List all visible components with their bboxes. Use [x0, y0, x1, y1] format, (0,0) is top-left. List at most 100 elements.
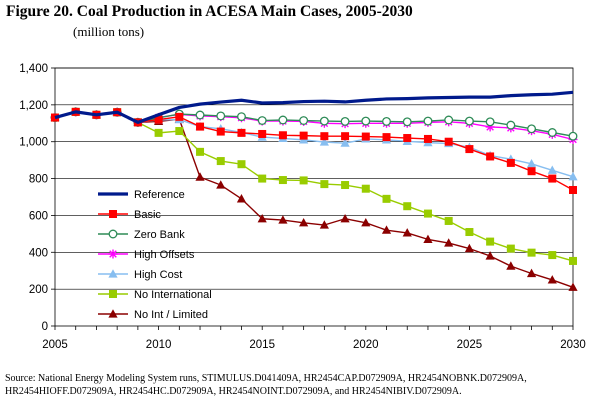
data-point [402, 228, 412, 237]
data-point [361, 132, 370, 141]
data-point [548, 251, 557, 260]
data-point [278, 215, 288, 224]
legend-marker [108, 249, 118, 259]
data-point [569, 256, 577, 265]
series-reference [54, 90, 574, 124]
data-point [340, 138, 350, 147]
data-point [278, 176, 287, 185]
series-zero-bank [50, 107, 578, 141]
data-point [175, 112, 184, 121]
data-point [547, 165, 557, 174]
source-note: Source: National Energy Modeling System … [5, 373, 527, 397]
data-point [506, 244, 515, 253]
legend-label: No International [134, 289, 212, 301]
data-point [444, 137, 453, 146]
data-point [278, 115, 288, 125]
y-tick-label: 1,000 [19, 137, 48, 149]
data-point [382, 133, 391, 142]
data-point [195, 110, 205, 120]
legend-item-basic: Basic [98, 209, 161, 221]
legend-item-reference: Reference [98, 189, 185, 201]
data-point [568, 171, 578, 181]
data-point [568, 282, 578, 291]
data-point [485, 117, 495, 127]
data-point [216, 157, 225, 166]
data-point [403, 202, 412, 211]
y-tick-label: 1,400 [19, 63, 48, 75]
data-point [299, 131, 308, 140]
series-line [54, 111, 574, 262]
data-point [444, 216, 453, 225]
plot-area-border [54, 67, 574, 327]
data-point [320, 180, 329, 189]
data-point [319, 137, 329, 146]
data-point [361, 218, 371, 227]
figure-subtitle: (million tons) [73, 24, 145, 39]
x-tick-label: 2030 [560, 339, 586, 351]
data-point [299, 218, 309, 227]
legend-item-no-international: No International [98, 289, 212, 301]
x-tick-label: 2025 [457, 339, 483, 351]
data-point [341, 132, 350, 141]
data-point [257, 116, 267, 125]
data-point [216, 180, 226, 189]
series-line [54, 111, 574, 288]
data-point [423, 134, 432, 143]
data-point [506, 261, 516, 270]
data-point [340, 116, 350, 126]
data-point [423, 234, 433, 243]
legend-item-high-cost: High Cost [98, 269, 182, 281]
data-point [527, 167, 536, 176]
data-point [526, 268, 537, 278]
data-point [341, 181, 350, 190]
data-point [381, 225, 392, 234]
legend-label: High Cost [134, 269, 182, 281]
data-point [382, 194, 391, 203]
figure-title: Figure 20. Coal Production in ACESA Main… [6, 3, 413, 20]
data-point [402, 117, 412, 127]
data-point [547, 275, 557, 284]
data-point [464, 243, 474, 253]
data-point [506, 120, 516, 130]
y-axis: 0 200 400 600 800 1,000 1,200 1,400 [19, 63, 55, 333]
data-point [548, 174, 557, 183]
x-tick-label: 2015 [249, 339, 275, 351]
y-tick-label: 600 [29, 210, 48, 222]
data-point [527, 248, 536, 257]
legend-marker [109, 210, 117, 218]
data-point [196, 147, 205, 156]
data-point [216, 111, 226, 121]
data-point [258, 174, 267, 183]
data-point [403, 134, 412, 143]
data-point [320, 132, 329, 141]
legend-marker [108, 309, 118, 318]
series-line [54, 111, 574, 137]
data-point [340, 213, 350, 223]
data-point [236, 194, 247, 203]
data-point [237, 112, 246, 122]
series-no-international [51, 107, 577, 265]
series-line [54, 90, 574, 124]
data-point [319, 116, 329, 126]
data-point [361, 116, 371, 126]
data-point [486, 152, 495, 161]
data-point [423, 209, 432, 218]
data-point [195, 172, 205, 181]
data-point [464, 116, 474, 126]
legend-marker [108, 229, 118, 239]
data-point [258, 129, 267, 138]
data-point [175, 127, 184, 136]
data-point [237, 160, 246, 169]
x-tick-label: 2010 [146, 339, 172, 351]
x-tick-label: 2005 [42, 339, 68, 351]
data-point [465, 228, 474, 237]
data-point [465, 145, 474, 154]
legend-marker [108, 269, 118, 278]
legend-label: Reference [134, 189, 185, 201]
legend-item-no-int-limited: No Int / Limited [98, 309, 208, 321]
series-no-int-limited [50, 107, 578, 291]
data-point [299, 176, 308, 185]
legend-label: No Int / Limited [134, 309, 208, 321]
y-tick-label: 1,200 [19, 100, 48, 112]
